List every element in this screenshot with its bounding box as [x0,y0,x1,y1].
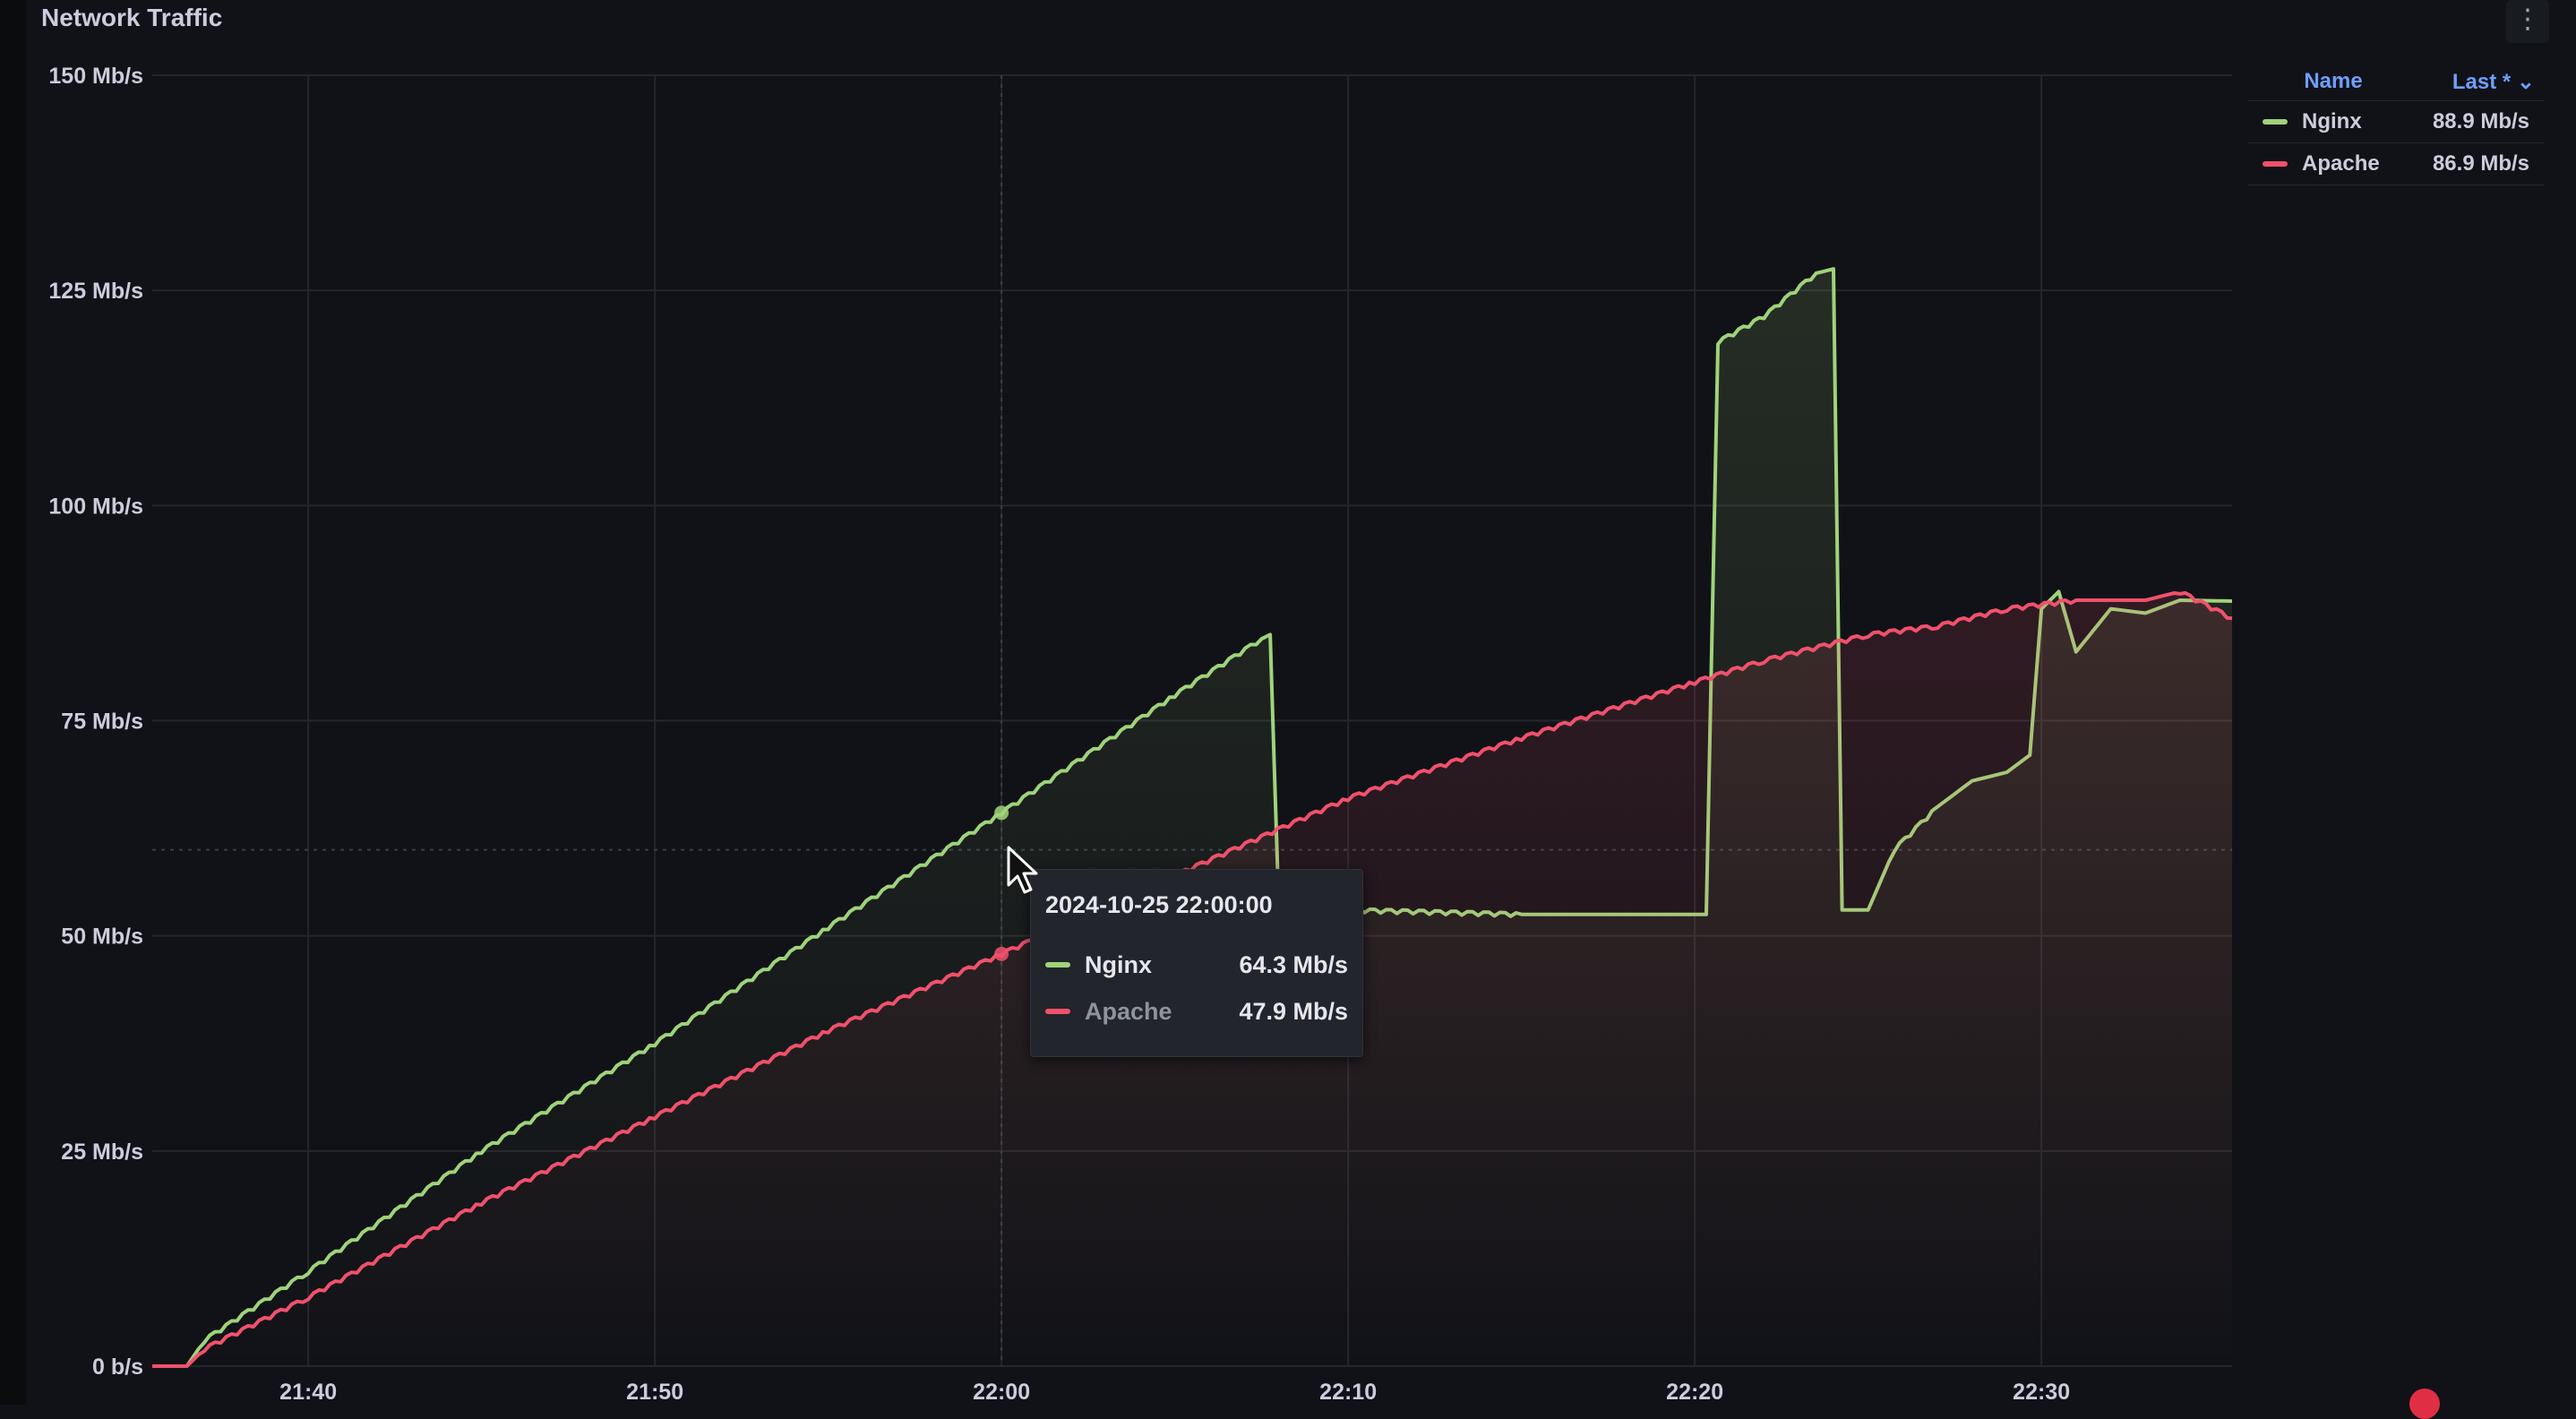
tooltip-series-value: 64.3 Mb/s [1239,950,1348,978]
tooltip-time: 2024-10-25 22:00:00 [1045,891,1273,918]
legend-item-nginx[interactable]: Nginx 88.9 Mb/s [2248,101,2544,143]
nginx-swatch [1045,962,1070,968]
x-tick-label: 22:10 [1319,1380,1377,1405]
apache-swatch [2263,161,2288,167]
x-tick-label: 21:40 [279,1380,337,1405]
nginx-swatch [2263,119,2288,125]
tooltip-series-name: Apache [1085,997,1172,1025]
legend-last-header[interactable]: Last * ⌄ [2451,69,2535,94]
y-tick-label: 125 Mb/s [48,279,143,304]
legend-name-header[interactable]: Name [2304,69,2363,93]
mouse-pointer-icon [1007,846,1038,894]
x-tick-label: 22:00 [973,1380,1030,1405]
legend-item-apache[interactable]: Apache 86.9 Mb/s [2248,143,2544,185]
tooltip-row-apache: Apache 47.9 Mb/s [1045,993,1348,1029]
recording-indicator-icon [2409,1389,2440,1419]
y-tick-label: 25 Mb/s [61,1140,143,1165]
vertical-ellipsis-icon[interactable]: ⋮ [2506,0,2549,43]
x-tick-label: 21:50 [626,1380,683,1405]
tooltip-row-nginx: Nginx 64.3 Mb/s [1045,947,1348,983]
legend-item-last: 88.9 Mb/s [2432,109,2529,133]
y-tick-label: 150 Mb/s [48,64,143,89]
series-line-apache [152,590,2233,1368]
y-tick-label: 75 Mb/s [61,710,143,735]
legend-header: Name Last * ⌄ [2248,63,2544,101]
chart-legend: Name Last * ⌄ Nginx 88.9 Mb/s Apache 86.… [2248,63,2544,185]
legend-item-name: Apache [2302,151,2380,176]
y-tick-label: 50 Mb/s [61,924,143,950]
tooltip-series-value: 47.9 Mb/s [1239,997,1348,1025]
y-tick-label: 0 b/s [92,1354,143,1380]
hover-point-apache [994,946,1009,961]
panel-title: Network Traffic [41,4,223,31]
legend-item-name: Nginx [2302,109,2362,133]
x-tick-label: 22:20 [1666,1380,1723,1405]
y-tick-label: 100 Mb/s [48,494,143,519]
x-tick-label: 22:30 [2013,1380,2070,1405]
apache-swatch [1045,1009,1070,1014]
hover-tooltip: 2024-10-25 22:00:00 Nginx 64.3 Mb/s Apac… [1030,869,1363,1057]
left-edge-strip [0,0,27,1405]
hover-point-nginx [994,805,1009,821]
tooltip-series-name: Nginx [1085,950,1153,978]
legend-item-last: 86.9 Mb/s [2432,151,2529,176]
